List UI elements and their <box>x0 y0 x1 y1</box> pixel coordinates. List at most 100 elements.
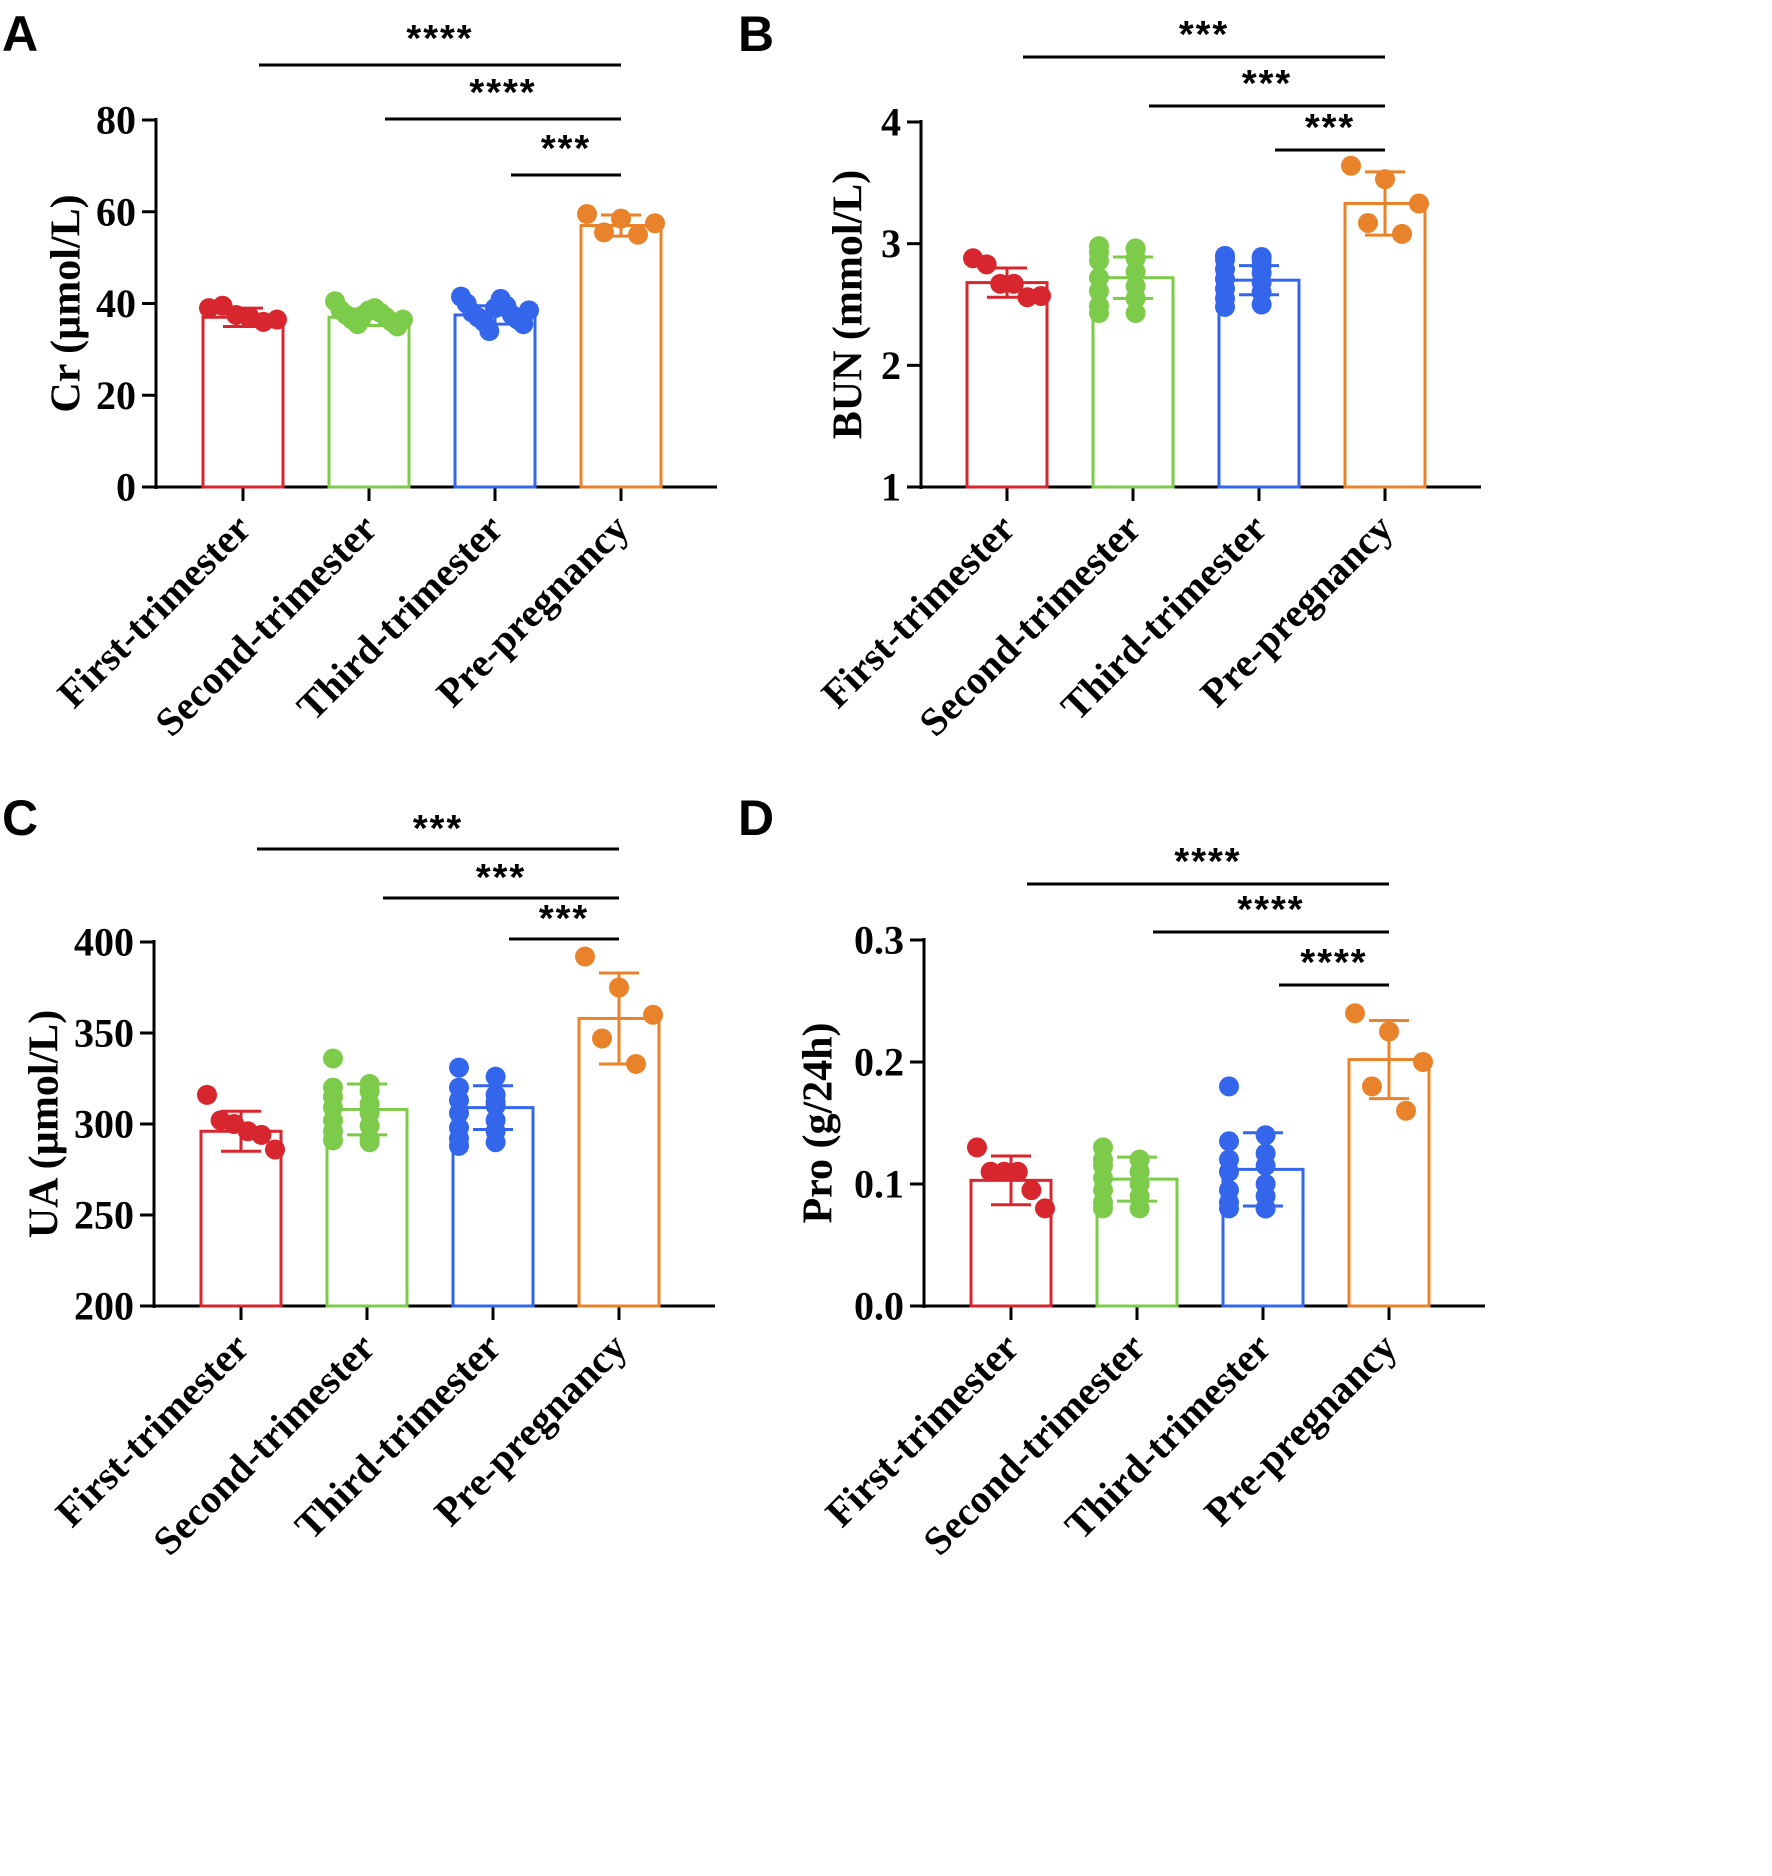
data-point <box>1358 212 1378 233</box>
data-point <box>485 1092 506 1113</box>
data-point <box>359 1132 380 1153</box>
data-point <box>1409 193 1429 214</box>
y-tick-label: 4 <box>881 100 901 145</box>
data-point <box>197 1084 217 1105</box>
data-point <box>1392 223 1412 244</box>
data-point <box>1125 288 1146 309</box>
y-tick-label: 200 <box>74 1284 134 1329</box>
y-axis-title: Pro (g/24h) <box>796 1022 842 1223</box>
bar-first-trimester <box>199 1129 283 1308</box>
data-point <box>1089 250 1109 271</box>
data-point <box>1021 1180 1042 1201</box>
significance-label: **** <box>1300 942 1367 984</box>
data-point <box>1255 1155 1276 1176</box>
bar-pre-pregnancy <box>579 224 663 489</box>
data-point <box>1003 273 1024 294</box>
y-tick-label: 0.3 <box>854 918 904 963</box>
panel-letter: B <box>738 6 774 62</box>
y-tick-label: 60 <box>96 189 136 234</box>
bar-second-trimester <box>327 315 411 489</box>
y-axis-title: Cr (µmol/L) <box>44 194 90 412</box>
bar-first-trimester <box>201 315 285 489</box>
y-tick-label: 0.2 <box>854 1040 904 1085</box>
data-point <box>1255 1125 1276 1146</box>
data-point <box>628 224 648 245</box>
data-point <box>1031 285 1051 306</box>
significance-label: *** <box>541 128 591 170</box>
significance-label: **** <box>1237 889 1304 931</box>
category-label: Second-trimester <box>146 506 385 745</box>
data-point <box>1251 249 1272 270</box>
y-tick-label: 2 <box>881 343 901 388</box>
data-point <box>611 208 631 229</box>
significance-label: *** <box>476 857 526 899</box>
data-point <box>1215 296 1235 317</box>
data-point <box>1129 1198 1150 1219</box>
data-point <box>1219 1131 1239 1152</box>
data-point <box>1125 261 1146 282</box>
data-point <box>594 222 614 243</box>
data-point <box>1345 1003 1365 1024</box>
data-point <box>1375 169 1395 190</box>
data-point <box>645 213 665 234</box>
data-point <box>1341 155 1361 176</box>
data-point <box>1007 1161 1028 1182</box>
y-tick-label: 300 <box>74 1102 134 1147</box>
data-point <box>976 254 997 275</box>
data-point <box>449 1135 469 1156</box>
data-point <box>1219 1198 1239 1219</box>
significance-label: *** <box>1305 107 1355 149</box>
category-label: Second-trimester <box>914 1325 1153 1564</box>
y-tick-label: 3 <box>881 221 901 266</box>
data-point <box>1379 1021 1399 1042</box>
y-tick-label: 80 <box>96 98 136 143</box>
data-point <box>577 204 597 225</box>
data-point <box>1251 294 1272 315</box>
y-tick-label: 250 <box>74 1193 134 1238</box>
data-point <box>449 1103 469 1124</box>
data-point <box>485 298 505 319</box>
data-point <box>449 1057 469 1078</box>
data-point <box>575 946 595 967</box>
data-point <box>323 1130 343 1151</box>
data-point <box>267 309 287 330</box>
panel-letter: A <box>2 6 38 62</box>
data-point <box>1035 1198 1055 1219</box>
data-point <box>485 1132 506 1153</box>
significance-label: **** <box>469 72 536 114</box>
data-point <box>1219 1161 1239 1182</box>
data-point <box>1362 1076 1382 1097</box>
data-point <box>251 1124 272 1145</box>
y-tick-label: 40 <box>96 281 136 326</box>
data-point <box>1129 1161 1150 1182</box>
category-label: Second-trimester <box>144 1325 383 1564</box>
data-point <box>1125 303 1146 324</box>
data-point <box>1219 1076 1239 1097</box>
y-axis-title: UA (µmol/L) <box>22 1010 68 1238</box>
data-point <box>609 977 629 998</box>
data-point <box>393 309 413 330</box>
data-point <box>967 1137 987 1158</box>
significance-label: *** <box>539 898 589 940</box>
y-tick-label: 400 <box>74 920 134 965</box>
data-point <box>485 1066 506 1087</box>
bar-pre-pregnancy <box>1343 202 1427 489</box>
y-axis-title: BUN (mmol/L) <box>826 170 872 439</box>
data-point <box>1255 1198 1276 1219</box>
panel-letter: D <box>738 790 774 846</box>
data-point <box>592 1028 612 1049</box>
data-point <box>479 321 500 342</box>
bar-first-trimester <box>965 281 1049 489</box>
panel-letter: C <box>2 790 38 846</box>
y-tick-label: 0 <box>116 465 136 510</box>
category-label: Second-trimester <box>910 506 1149 745</box>
data-point <box>643 1004 663 1025</box>
y-tick-label: 0.1 <box>854 1162 904 1207</box>
panel-A: ACr (µmol/L)020406080First-trimesterSeco… <box>2 6 717 745</box>
data-point <box>626 1053 646 1074</box>
data-point <box>359 300 379 321</box>
data-point <box>1413 1052 1433 1072</box>
significance-label: *** <box>413 808 463 850</box>
